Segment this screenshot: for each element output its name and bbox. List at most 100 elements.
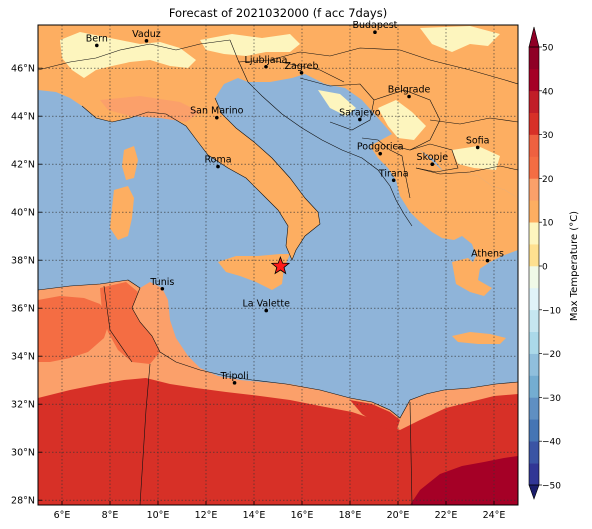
colorbar: 50 40 30 20 10 0 −10 −20 −30 −40 −50 Max Temperatu… xyxy=(528,26,580,500)
city-label: Tunis xyxy=(149,277,174,288)
city-label: Zagreb xyxy=(285,61,319,72)
romania-border xyxy=(429,59,518,85)
city-label: Podgorica xyxy=(357,142,404,153)
colorbar-band xyxy=(529,156,539,179)
city-dot xyxy=(232,381,237,385)
city-dot xyxy=(215,115,219,120)
crete-land xyxy=(452,332,506,344)
city-label: Sofia xyxy=(466,135,490,146)
lat-tick-label: 32°N xyxy=(11,400,35,411)
lon-tick-label: 8°E xyxy=(102,510,119,521)
lat-tick-label: 42°N xyxy=(11,160,35,171)
colorbar-bands xyxy=(529,47,539,486)
city-dot xyxy=(144,39,149,43)
colorbar-tick-label: −30 xyxy=(542,394,561,404)
colorbar-label: Max Temperature (°C) xyxy=(569,211,580,321)
lat-tick-label: 44°N xyxy=(11,112,35,123)
colorbar-min-arrow xyxy=(528,484,540,500)
city-dot xyxy=(475,145,480,150)
map-title: Forecast of 2021032000 (f acc 7days) xyxy=(168,6,388,20)
coastline xyxy=(81,97,321,261)
colorbar-band xyxy=(529,222,539,245)
city-label: Roma xyxy=(204,155,231,166)
sirte-hot-band xyxy=(350,400,400,432)
colorbar-tick-labels: 50 40 30 20 10 0 −10 −20 −30 −40 −50 xyxy=(539,44,561,492)
city-label: Sarajevo xyxy=(339,108,381,119)
colorbar-tick-label: −50 xyxy=(542,482,561,492)
map-panel: 6°E 8°E 10°E 12°E 14°E 16°E 18°E 20°E 22°E 24°E 2… xyxy=(11,20,519,521)
location-star-icon xyxy=(270,256,291,275)
sardinia-land xyxy=(110,186,134,240)
colorbar-band xyxy=(529,47,539,70)
colorbar-tick-label: 20 xyxy=(542,175,554,185)
city-label: Belgrade xyxy=(388,85,431,96)
colorbar-band xyxy=(529,200,539,223)
city-dot xyxy=(160,286,165,291)
alps-border xyxy=(38,39,231,71)
city-label: Budapest xyxy=(352,20,397,31)
lon-tick-label: 20°E xyxy=(387,510,410,521)
lon-tick-label: 10°E xyxy=(147,510,170,521)
colorbar-tick-label: −20 xyxy=(542,350,561,360)
city-dot xyxy=(216,164,220,169)
lon-tick-label: 14°E xyxy=(243,510,266,521)
carpathian-cool-zone xyxy=(420,26,500,52)
colorbar-band xyxy=(529,244,539,267)
slovenia-croatia-border xyxy=(237,59,345,83)
colorbar-band xyxy=(529,266,539,289)
greece-land xyxy=(370,134,518,270)
lon-tick-label: 22°E xyxy=(435,510,458,521)
lat-tick-label: 40°N xyxy=(11,208,35,219)
city-label: Ljubljana xyxy=(245,55,288,66)
colorbar-band xyxy=(529,441,539,464)
lon-tick-label: 16°E xyxy=(291,510,314,521)
lon-tick-label: 12°E xyxy=(195,510,218,521)
city-dot xyxy=(264,308,269,313)
colorbar-band xyxy=(529,375,539,398)
italy-slovenia-border xyxy=(229,39,249,83)
libya-egypt-border xyxy=(409,401,413,505)
city-dot xyxy=(407,94,411,99)
bulgaria-border xyxy=(429,117,518,125)
city-label: Vaduz xyxy=(132,29,161,40)
north-africa-coastline xyxy=(38,279,518,419)
colorbar-band xyxy=(529,309,539,332)
city-label: Tripoli xyxy=(220,371,249,382)
lat-tick-label: 28°N xyxy=(11,496,35,507)
balkan-cool-zone xyxy=(378,100,426,140)
sahara-extreme-zone xyxy=(410,456,518,505)
colorbar-tick-label: −10 xyxy=(542,306,561,316)
city-label: San Marino xyxy=(190,106,243,117)
colorbar-band xyxy=(529,397,539,420)
lon-tick-label: 24°E xyxy=(483,510,506,521)
algeria-hot-zone xyxy=(38,296,110,362)
colorbar-band xyxy=(529,178,539,201)
east-alps-cool-zone xyxy=(200,34,300,56)
hungary-border xyxy=(269,47,431,61)
longitude-axis: 6°E 8°E 10°E 12°E 14°E 16°E 18°E 20°E 22°E 24°E xyxy=(54,501,506,521)
colorbar-band xyxy=(529,134,539,157)
city-dot xyxy=(373,30,377,34)
country-borders xyxy=(38,39,518,505)
adriatic-east-coast xyxy=(247,81,413,227)
tunisia-warm-zone xyxy=(100,282,160,364)
colorbar-tick-label: 30 xyxy=(542,131,554,141)
city-dot xyxy=(378,151,383,156)
colorbar-band xyxy=(529,68,539,92)
colorbar-tick-label: 0 xyxy=(542,263,548,273)
macedonia-border xyxy=(409,143,459,173)
montenegro-border xyxy=(361,137,391,151)
city-dot xyxy=(299,70,304,75)
corsica-land xyxy=(122,146,138,180)
colorbar-band xyxy=(529,287,539,311)
city-dot xyxy=(358,117,362,122)
colorbar-tick-label: −40 xyxy=(542,438,561,448)
lon-tick-label: 6°E xyxy=(54,510,71,521)
colorbar-band xyxy=(529,353,539,376)
city-label: Athens xyxy=(471,249,504,260)
libya-tunisia-border xyxy=(139,363,151,505)
colorbar-tick-label: 40 xyxy=(542,87,554,97)
colorbar-tick-label: 10 xyxy=(542,219,554,229)
